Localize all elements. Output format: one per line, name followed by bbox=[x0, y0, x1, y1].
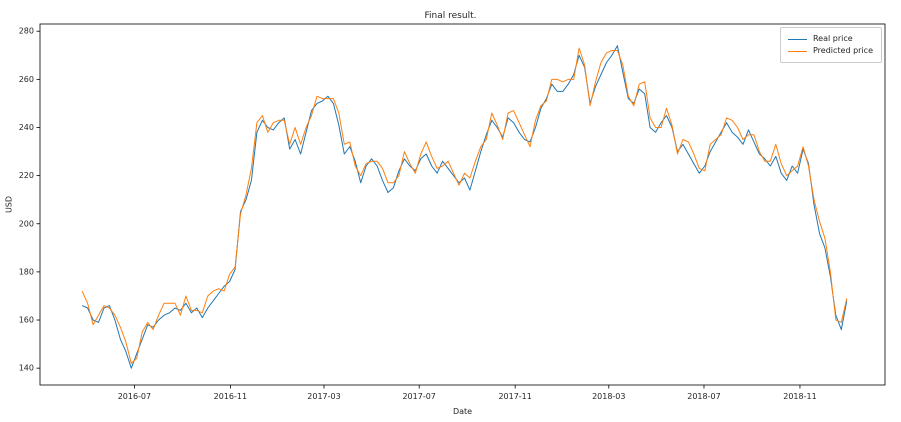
svg-text:2018-03: 2018-03 bbox=[592, 392, 625, 401]
y-axis-label: USD bbox=[4, 195, 14, 214]
svg-text:2016-07: 2016-07 bbox=[118, 392, 151, 401]
legend-line-predicted bbox=[787, 50, 807, 52]
svg-text:260: 260 bbox=[19, 75, 34, 84]
legend-label-predicted: Predicted price bbox=[812, 46, 873, 55]
svg-text:2017-11: 2017-11 bbox=[498, 392, 531, 401]
x-axis-label: Date bbox=[452, 407, 473, 416]
legend-label-real: Real price bbox=[812, 34, 853, 43]
svg-text:2017-07: 2017-07 bbox=[402, 392, 435, 401]
svg-text:200: 200 bbox=[19, 219, 34, 228]
svg-text:280: 280 bbox=[19, 27, 34, 36]
svg-text:240: 240 bbox=[19, 123, 34, 132]
svg-text:140: 140 bbox=[19, 364, 34, 373]
legend-item-real: Real price bbox=[787, 33, 873, 45]
svg-text:2016-11: 2016-11 bbox=[214, 392, 247, 401]
svg-text:180: 180 bbox=[19, 267, 34, 276]
svg-text:2018-11: 2018-11 bbox=[783, 392, 816, 401]
svg-text:220: 220 bbox=[19, 171, 34, 180]
svg-text:160: 160 bbox=[19, 316, 34, 325]
legend: Real price Predicted price bbox=[779, 27, 882, 63]
svg-text:2017-03: 2017-03 bbox=[307, 392, 340, 401]
legend-line-real bbox=[787, 38, 807, 40]
svg-text:2018-07: 2018-07 bbox=[687, 392, 720, 401]
chart-title: Final result. bbox=[424, 11, 477, 21]
legend-item-predicted: Predicted price bbox=[787, 45, 873, 57]
